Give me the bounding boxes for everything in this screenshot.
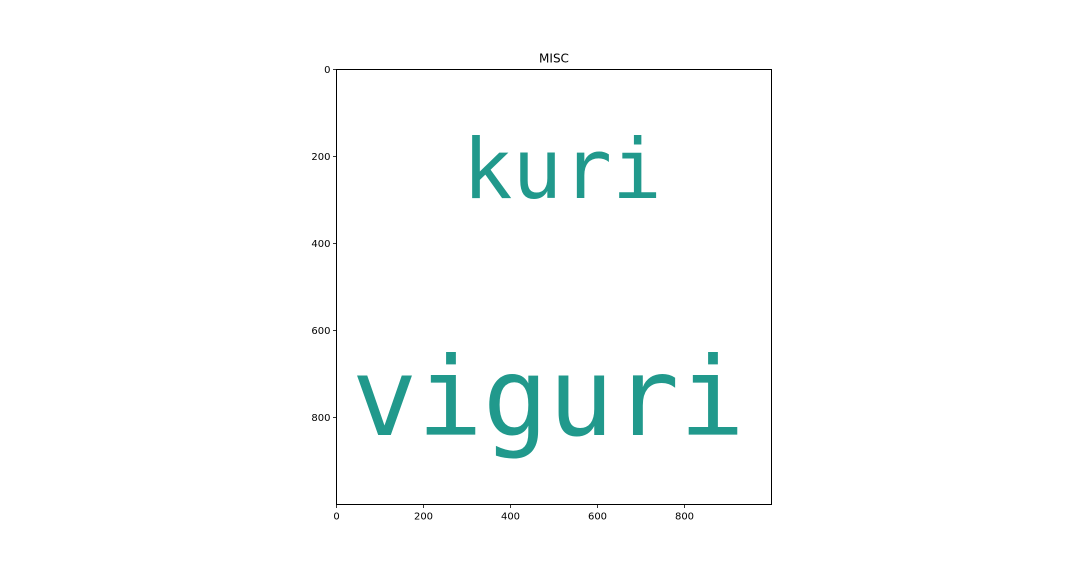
y-tick-label: 800 <box>311 413 330 424</box>
x-tick-label: 200 <box>414 512 433 523</box>
x-tick-label: 0 <box>333 512 339 523</box>
x-tick-label: 400 <box>501 512 520 523</box>
y-axis-ticks: 0 200 400 600 800 <box>311 65 337 424</box>
y-tick-label: 600 <box>311 326 330 337</box>
chart-title: MISC <box>539 52 569 66</box>
plot-area-frame <box>336 69 772 505</box>
y-tick-label: 0 <box>324 65 330 76</box>
x-tick-label: 800 <box>675 512 694 523</box>
word-viguri: viguri <box>352 334 745 461</box>
x-tick-label: 600 <box>588 512 607 523</box>
word-cloud-words: kuri viguri <box>352 121 745 461</box>
x-axis-ticks: 0 200 400 600 800 <box>333 504 694 523</box>
y-tick-label: 200 <box>311 152 330 163</box>
word-kuri: kuri <box>463 121 662 218</box>
y-tick-label: 400 <box>311 239 330 250</box>
